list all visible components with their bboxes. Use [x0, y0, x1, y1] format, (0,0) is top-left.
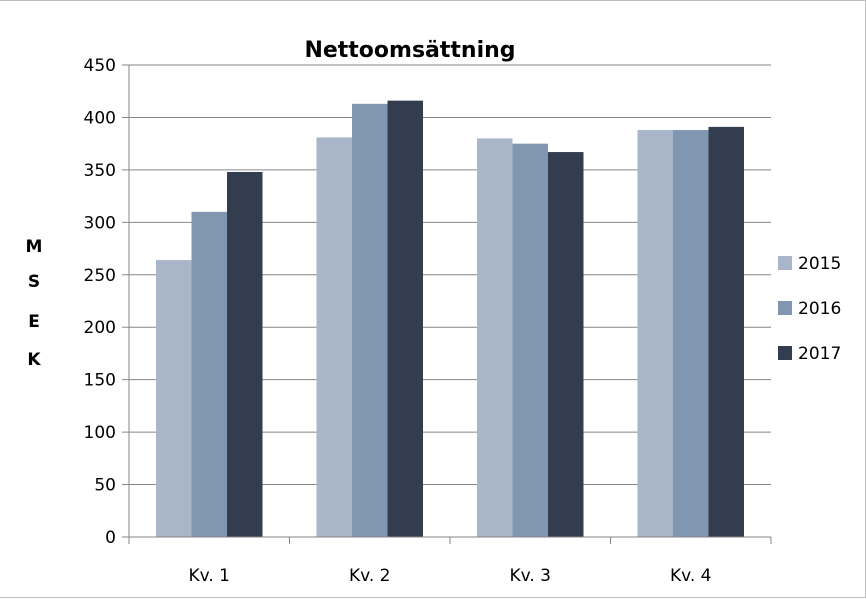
legend-label: 2017 [798, 344, 841, 364]
x-tick-label: Kv. 1 [188, 566, 230, 586]
x-tick-label: Kv. 3 [509, 566, 551, 586]
y-axis-label-letter: M [26, 237, 43, 257]
legend: 2015 2016 2017 [778, 254, 841, 364]
chart-title: Nettoomsättning [304, 38, 515, 63]
bar-2016-kv1 [191, 211, 227, 537]
y-tick-label: 250 [84, 266, 116, 286]
bar-2015-kv1 [156, 260, 192, 537]
legend-label: 2016 [798, 299, 841, 319]
legend-swatch [778, 346, 792, 360]
y-tick-label: 350 [84, 161, 116, 181]
y-axis-label-letter: E [28, 312, 40, 332]
x-tick-labels: Kv. 1 Kv. 2 Kv. 3 Kv. 4 [188, 566, 711, 586]
x-tick-label: Kv. 4 [670, 566, 712, 586]
y-tick-labels: 0 50 100 150 200 250 300 350 400 450 [84, 56, 116, 548]
y-axis-label-letter: S [28, 272, 40, 292]
y-tick-label: 0 [105, 528, 116, 548]
y-tick-label: 150 [84, 371, 116, 391]
axes [128, 65, 772, 544]
y-tick-label: 400 [84, 108, 116, 128]
y-tick-label: 100 [84, 423, 116, 443]
y-tick-label: 450 [84, 56, 116, 76]
bar-2017-kv3 [548, 152, 584, 537]
bar-2017-kv4 [708, 126, 744, 537]
bar-2017-kv1 [227, 171, 263, 537]
y-axis-label-letter: K [27, 350, 41, 370]
legend-swatch [778, 301, 792, 315]
bar-2016-kv3 [512, 143, 548, 537]
bar-2015-kv3 [477, 138, 513, 537]
x-tick-label: Kv. 2 [349, 566, 391, 586]
bar-2015-kv4 [637, 130, 673, 537]
bar-2015-kv2 [316, 137, 352, 537]
bar-2017-kv2 [387, 100, 423, 537]
bar-2016-kv2 [352, 103, 388, 537]
y-tick-label: 50 [94, 476, 116, 496]
legend-label: 2015 [798, 254, 841, 274]
bar-2016-kv4 [673, 130, 709, 537]
y-tick-label: 300 [84, 213, 116, 233]
legend-swatch [778, 256, 792, 270]
y-tick-label: 200 [84, 318, 116, 338]
bars [156, 100, 744, 537]
